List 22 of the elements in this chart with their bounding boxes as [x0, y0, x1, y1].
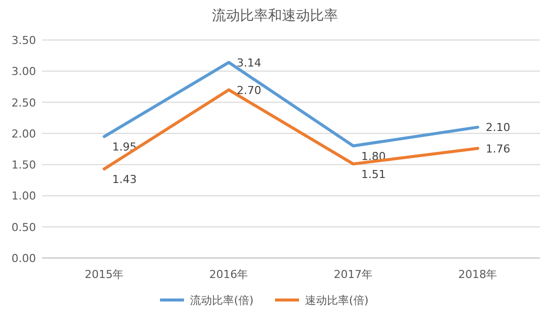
y-tick-label: 1.50 [12, 158, 36, 172]
legend-label: 流动比率(倍) [190, 294, 254, 307]
x-tick-label: 2018年 [458, 268, 498, 281]
y-tick-label: 3.50 [12, 34, 36, 47]
data-label: 1.51 [361, 168, 386, 181]
y-tick-label: 2.00 [12, 127, 36, 140]
y-tick-label: 1.00 [12, 190, 36, 203]
legend-label: 速动比率(倍) [305, 294, 369, 307]
chart-title: 流动比率和速动比率 [212, 8, 338, 24]
data-label: 1.80 [361, 150, 386, 163]
data-label: 2.70 [236, 84, 262, 97]
y-tick-label: 0.50 [12, 220, 36, 234]
x-tick-label: 2015年 [84, 268, 124, 281]
x-tick-label: 2016年 [209, 268, 248, 281]
y-tick-label: 0.00 [12, 252, 36, 265]
data-label: 1.76 [486, 142, 510, 156]
data-label: 3.14 [236, 56, 262, 70]
data-label: 1.43 [112, 172, 137, 186]
x-tick-label: 2017年 [334, 268, 373, 281]
y-tick-label: 2.50 [12, 96, 36, 110]
y-tick-label: 3.00 [12, 65, 36, 78]
data-label: 2.10 [486, 121, 510, 134]
